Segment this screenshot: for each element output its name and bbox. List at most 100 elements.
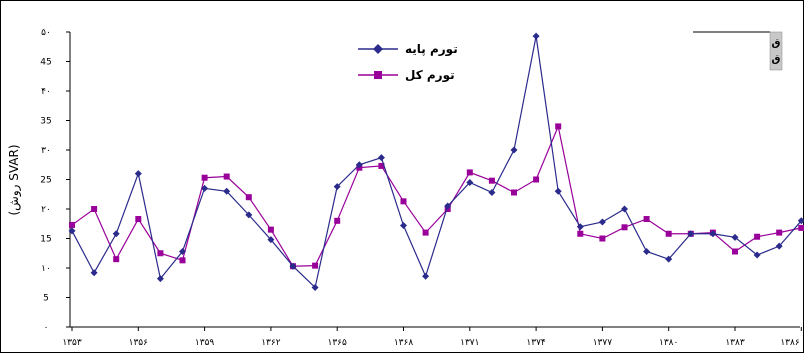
- series-line-total: [71, 124, 802, 267]
- data-point-base: [444, 202, 452, 210]
- corner-text-1: ق: [772, 38, 781, 49]
- x-tick-label: ۱۳۵۳: [62, 338, 82, 348]
- legend-marker-diamond: [373, 44, 383, 54]
- y-axis-label: (روش SVAR): [7, 144, 22, 215]
- y-tick-label: ۵۰: [41, 28, 51, 38]
- y-tick-label: 25: [40, 176, 51, 186]
- data-point-total: [157, 250, 164, 257]
- legend-label-base: تورم پایه: [405, 42, 458, 57]
- x-tick-label: ۱۳۷۱: [460, 338, 479, 348]
- y-tick-label: 5: [43, 294, 49, 304]
- y-ticks: ۰ 5 ۱۰ 15 ۲۰ 25 ۳۰ 35 ۴۰ 45 ۵۰: [40, 28, 70, 333]
- data-point-total: [267, 226, 274, 233]
- data-point-total: [621, 224, 628, 231]
- y-tick-label: 15: [40, 235, 51, 245]
- data-point-base: [333, 183, 341, 191]
- data-point-total: [754, 233, 761, 240]
- data-point-base: [355, 161, 363, 169]
- data-point-base: [223, 187, 231, 195]
- data-point-base: [311, 283, 319, 291]
- legend: تورم پایه تورم کل: [358, 42, 458, 83]
- data-point-base: [156, 275, 164, 283]
- data-point-base: [665, 255, 673, 263]
- data-point-total: [776, 229, 783, 236]
- data-point-total: [732, 248, 738, 255]
- data-point-total: [599, 235, 606, 242]
- data-point-total: [378, 162, 385, 169]
- data-point-base: [797, 217, 804, 225]
- data-point-base: [400, 222, 407, 230]
- data-point-base: [709, 230, 717, 238]
- data-point-base: [90, 269, 98, 277]
- x-tick-label: ۱۳۶۸: [394, 338, 414, 348]
- series-layer: [68, 32, 804, 291]
- data-point-base: [68, 227, 76, 235]
- data-point-total: [91, 206, 98, 212]
- data-point-total: [533, 176, 540, 183]
- data-point-base: [753, 251, 761, 259]
- x-tick-label: ۱۳۸۰: [659, 338, 678, 348]
- data-point-base: [488, 188, 496, 196]
- x-tick-label: ۱۳۷۷: [593, 338, 613, 348]
- y-tick-label: ۱۰: [41, 264, 51, 274]
- data-point-base: [134, 170, 142, 178]
- corner-text-2: ق: [772, 54, 781, 65]
- series-line-base: [71, 36, 802, 289]
- data-point-total: [334, 217, 341, 224]
- data-point-total: [643, 216, 650, 223]
- data-point-total: [665, 230, 672, 237]
- data-point-total: [223, 173, 230, 180]
- data-point-base: [532, 32, 540, 40]
- data-point-total: [69, 221, 75, 228]
- y-tick-label: ۴۰: [41, 87, 51, 97]
- x-tick-label: ۱۳۶۲: [261, 338, 281, 348]
- legend-label-total: تورم کل: [405, 68, 455, 83]
- data-point-base: [377, 154, 385, 162]
- x-ticks: ۱۳۵۳ ۱۳۵۶ ۱۳۵۹ ۱۳۶۲ ۱۳۶۵ ۱۳۶۸ ۱۳۷۱ ۱۳۷۴ ۱۳۷۷ ۱۳۸۰…: [62, 327, 802, 348]
- data-point-total: [179, 257, 186, 264]
- data-point-base: [422, 272, 430, 280]
- data-point-base: [621, 205, 628, 213]
- data-point-total: [245, 194, 252, 201]
- x-tick-label: ۱۳۸۳: [725, 338, 745, 348]
- data-point-base: [643, 247, 651, 255]
- data-point-base: [179, 247, 186, 255]
- data-point-total: [422, 229, 429, 236]
- data-point-total: [555, 123, 562, 130]
- y-tick-label: ۰: [44, 323, 49, 333]
- corner-box: ق ق: [693, 31, 783, 71]
- data-point-base: [267, 236, 275, 244]
- data-point-total: [798, 224, 804, 231]
- data-point-total: [135, 216, 142, 223]
- corner-rect: [769, 31, 783, 71]
- y-tick-label: ۳۰: [41, 146, 51, 156]
- x-tick-label: ۱۳۷۴: [526, 338, 546, 348]
- data-point-base: [576, 223, 584, 231]
- y-tick-label: 35: [40, 117, 51, 127]
- legend-marker-square: [374, 71, 382, 79]
- data-point-total: [400, 198, 407, 205]
- x-tick-label: ۱۳۵۹: [195, 338, 215, 348]
- data-point-total: [511, 189, 517, 196]
- data-point-total: [577, 230, 584, 237]
- data-point-total: [201, 174, 208, 181]
- data-point-base: [466, 178, 474, 186]
- data-point-base: [598, 218, 606, 226]
- data-point-base: [245, 211, 253, 219]
- x-tick-label: ۱۳۶۵: [328, 338, 348, 348]
- data-point-base: [554, 187, 562, 195]
- x-tick-label: ۱۳۸۶: [780, 338, 800, 348]
- y-tick-label: ۲۰: [41, 205, 51, 215]
- data-point-base: [687, 230, 695, 238]
- data-point-base: [201, 184, 209, 192]
- data-point-base: [289, 262, 297, 270]
- data-point-base: [112, 230, 120, 238]
- data-point-total: [466, 169, 473, 176]
- data-point-total: [488, 177, 495, 184]
- y-tick-label: 45: [40, 58, 51, 68]
- x-tick-label: ۱۳۵۶: [129, 338, 149, 348]
- data-point-base: [510, 146, 518, 154]
- data-point-total: [312, 262, 319, 269]
